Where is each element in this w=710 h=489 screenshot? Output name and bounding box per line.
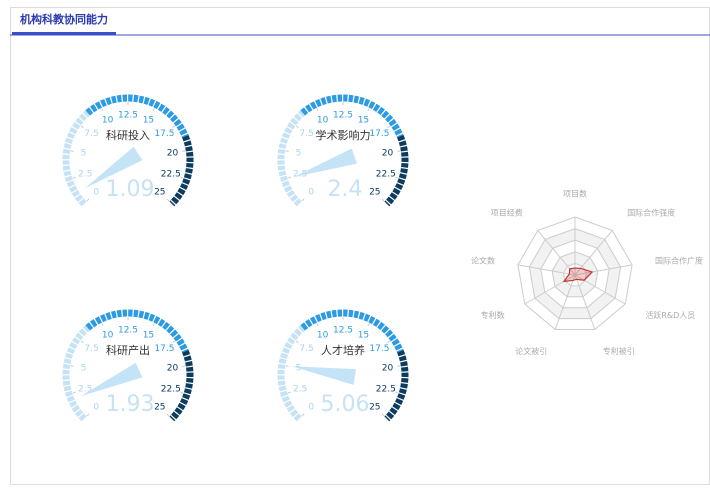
gauge-tick-label: 25 (154, 402, 165, 412)
gauge-tick-label: 0 (93, 402, 99, 412)
gauge-tick-label: 5 (81, 363, 87, 373)
gauge-tick-label: 0 (308, 402, 314, 412)
gauge-name: 人才培养 (321, 343, 365, 357)
gauge-tick-label: 20 (382, 148, 394, 158)
gauge-tick-label: 10 (102, 115, 114, 125)
gauge-tick-label: 17.5 (369, 129, 389, 139)
gauge-value: 5.06 (321, 392, 370, 417)
gauge-value: 2.4 (328, 177, 363, 202)
gauge-tick-label: 10 (317, 330, 329, 340)
radar-label: 论文被引 (515, 346, 547, 356)
gauge-name: 学术影响力 (316, 128, 371, 142)
gauge-value: 1.93 (106, 392, 155, 417)
gauge-tick-label: 5 (296, 148, 302, 158)
gauge-tick-label: 10 (317, 115, 329, 125)
gauge-tick-label: 0 (308, 187, 314, 197)
gauge-tick-label: 15 (358, 330, 369, 340)
gauge-tick-label: 12.5 (118, 111, 138, 121)
gauge-tick-label: 2.5 (78, 169, 92, 179)
gauge-tick-label: 7.5 (299, 344, 313, 354)
gauge-tick-label: 0 (93, 187, 99, 197)
gauge-tick-label: 7.5 (84, 129, 98, 139)
radar-label: 项目数 (563, 188, 587, 198)
radar-label: 国际合作强度 (627, 207, 675, 217)
tab-title[interactable]: 机构科教协同能力 (20, 12, 108, 26)
radar-label: 项目经费 (491, 207, 523, 217)
gauge-tick-label: 22.5 (161, 384, 181, 394)
gauge-tick-label: 20 (382, 363, 394, 373)
gauge-tick-label: 20 (167, 363, 179, 373)
gauge-tick-label: 15 (143, 115, 154, 125)
gauge-tick-label: 12.5 (333, 326, 353, 336)
gauge-tick-label: 22.5 (376, 384, 396, 394)
gauge-tick-label: 22.5 (376, 169, 396, 179)
radar-label: 论文数 (471, 255, 495, 265)
radar-label: 国际合作广度 (655, 255, 703, 265)
gauge-tick-label: 15 (143, 330, 154, 340)
gauge-value: 1.09 (106, 177, 155, 202)
gauge-tick-label: 25 (154, 187, 165, 197)
gauge-tick-label: 17.5 (154, 129, 174, 139)
tab-underline (12, 32, 116, 35)
gauge-tick-label: 10 (102, 330, 114, 340)
radar-label: 活跃R&D人员 (645, 310, 695, 320)
gauge-tick-label: 12.5 (118, 326, 138, 336)
radar-label: 专利被引 (603, 346, 635, 356)
gauge-tick-label: 12.5 (333, 111, 353, 121)
gauge-tick-label: 2.5 (293, 384, 307, 394)
gauge-tick-label: 5 (81, 148, 87, 158)
gauge-name: 科研投入 (106, 128, 150, 142)
gauge-tick-label: 17.5 (369, 344, 389, 354)
gauge-tick-label: 20 (167, 148, 179, 158)
gauge-tick-label: 25 (369, 402, 380, 412)
gauge-tick-label: 15 (358, 115, 369, 125)
radar-label: 专利数 (481, 310, 505, 320)
gauge-tick-label: 7.5 (299, 129, 313, 139)
gauge-tick-label: 22.5 (161, 169, 181, 179)
gauge-tick-label: 17.5 (154, 344, 174, 354)
gauge-tick-label: 25 (369, 187, 380, 197)
gauge-name: 科研产出 (106, 343, 150, 357)
gauge-tick-label: 7.5 (84, 344, 98, 354)
